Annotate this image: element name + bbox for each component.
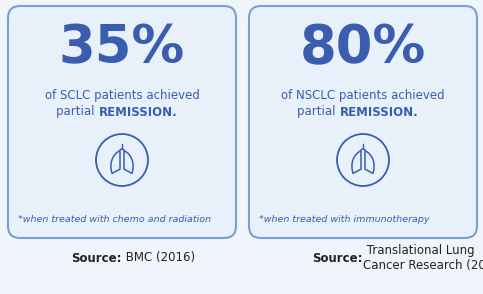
Text: partial REMISSION.: partial REMISSION.	[0, 293, 1, 294]
Text: Source:: Source:	[71, 251, 122, 265]
Text: Translational Lung
Cancer Research (2022): Translational Lung Cancer Research (2022…	[363, 244, 483, 272]
Text: partial: partial	[297, 106, 340, 118]
Text: partial REMISSION.: partial REMISSION.	[0, 293, 1, 294]
Text: Source:: Source:	[313, 251, 363, 265]
Text: 35%: 35%	[59, 22, 185, 74]
FancyBboxPatch shape	[8, 6, 236, 238]
Text: *when treated with chemo and radiation: *when treated with chemo and radiation	[18, 216, 211, 225]
Text: of SCLC patients achieved: of SCLC patients achieved	[44, 88, 199, 101]
Text: BMC (2016): BMC (2016)	[122, 251, 195, 265]
Text: of NSCLC patients achieved: of NSCLC patients achieved	[281, 88, 445, 101]
Text: *when treated with immunotherapy: *when treated with immunotherapy	[259, 216, 429, 225]
Text: 80%: 80%	[300, 22, 426, 74]
Text: partial: partial	[56, 106, 99, 118]
Text: REMISSION.: REMISSION.	[340, 106, 418, 118]
FancyBboxPatch shape	[249, 6, 477, 238]
Text: REMISSION.: REMISSION.	[99, 106, 177, 118]
